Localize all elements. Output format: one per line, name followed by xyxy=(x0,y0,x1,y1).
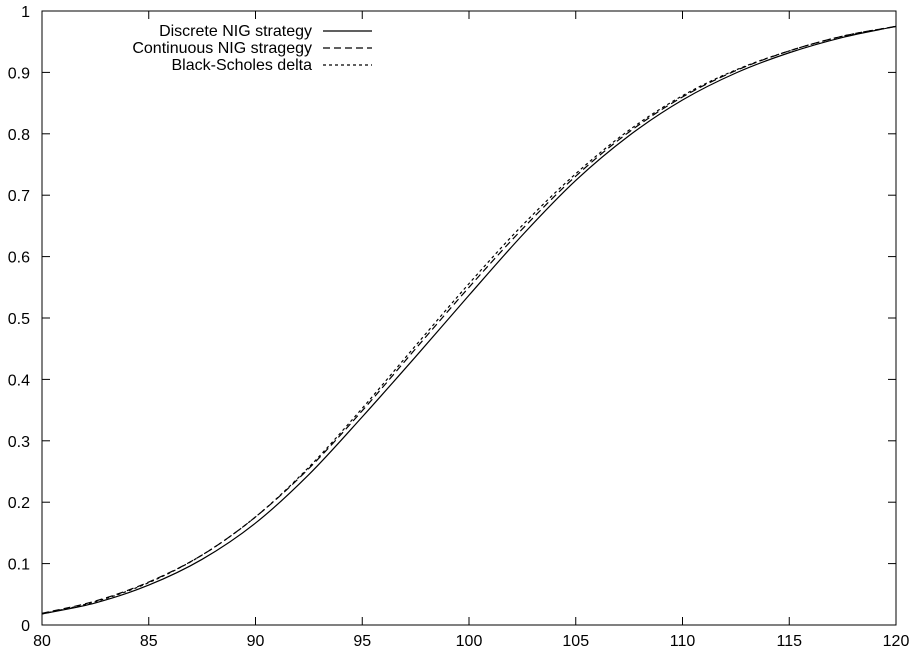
series-line-2 xyxy=(41,25,897,615)
y-tick-label: 0.9 xyxy=(8,65,30,82)
x-tick-label: 95 xyxy=(353,633,371,650)
x-tick-label: 105 xyxy=(562,633,589,650)
y-tick-label: 0.4 xyxy=(8,372,30,389)
x-tick-label: 80 xyxy=(33,633,51,650)
y-tick-label: 0.7 xyxy=(8,188,30,205)
y-tick-label: 0 xyxy=(21,618,30,635)
y-tick-label: 0.1 xyxy=(8,557,30,574)
x-tick-label: 120 xyxy=(883,633,910,650)
series-line-1 xyxy=(41,25,897,614)
x-tick-label: 90 xyxy=(247,633,265,650)
x-tick-label: 115 xyxy=(776,633,802,650)
series-group xyxy=(41,25,897,615)
x-tick-label: 100 xyxy=(456,633,483,650)
x-tick-label: 110 xyxy=(670,633,696,650)
plot-axes: 80 85 90 95 100 105 110 115 120 0 0.1 0.2 0.3 0.4 0.5 0… xyxy=(8,4,910,650)
y-tick-label: 0.5 xyxy=(8,311,30,328)
y-tick-label: 0.2 xyxy=(8,495,30,512)
y-tick-label: 0.3 xyxy=(8,434,30,451)
y-tick-label: 1 xyxy=(21,4,30,21)
x-tick-label: 85 xyxy=(140,633,158,650)
plot-frame xyxy=(41,10,897,626)
legend-label: Black-Scholes delta xyxy=(171,57,312,74)
y-tick-label: 0.8 xyxy=(8,127,30,144)
legend-label: Discrete NIG strategy xyxy=(159,23,312,40)
series-line-0 xyxy=(41,25,897,615)
legend-label: Continuous NIG stragegy xyxy=(132,40,312,57)
y-tick-label: 0.6 xyxy=(8,250,30,267)
